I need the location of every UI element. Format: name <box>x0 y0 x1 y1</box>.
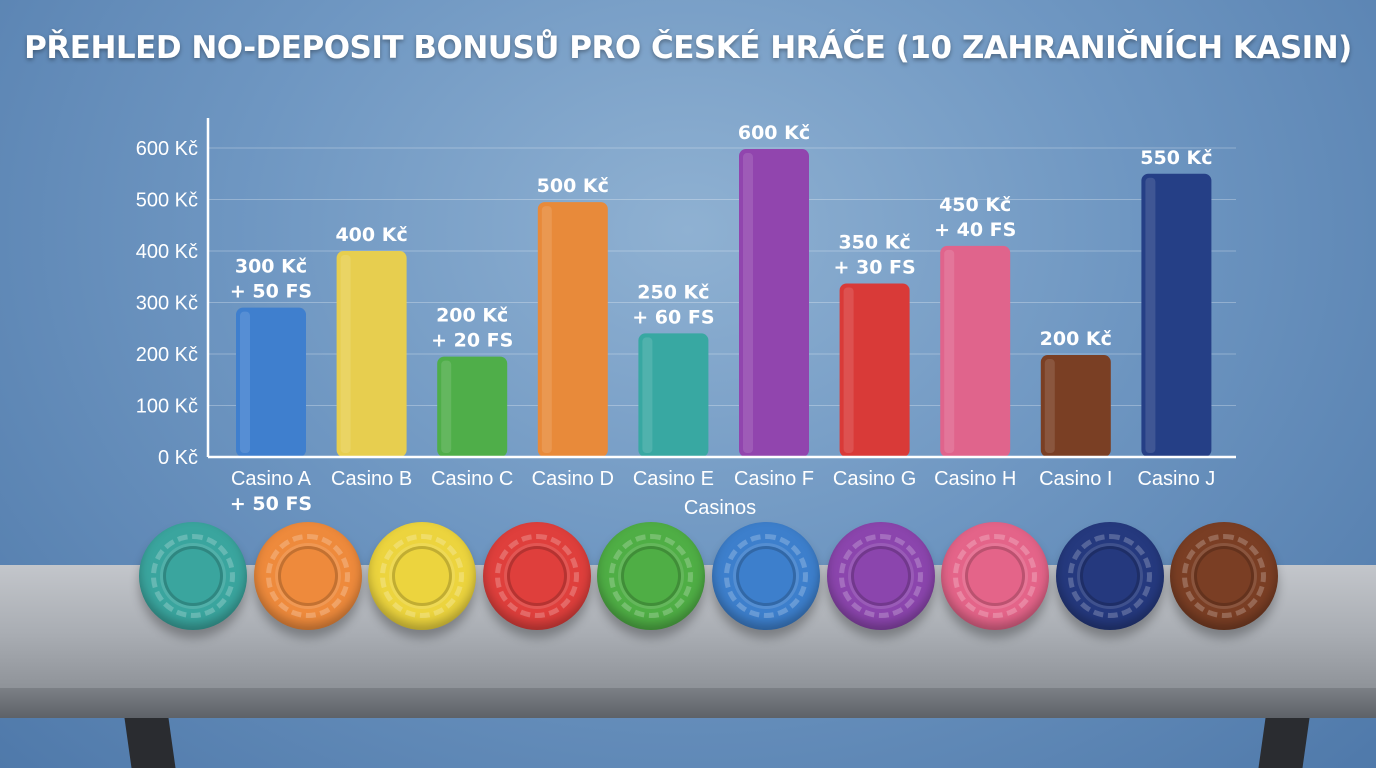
bar-highlight <box>743 153 753 453</box>
x-tick-label: Casino E <box>633 468 714 490</box>
bar <box>1040 355 1111 457</box>
x-tick-label: + 50 FS <box>230 493 312 515</box>
poker-chip <box>826 522 935 630</box>
bar <box>336 251 407 457</box>
bar-highlight <box>541 206 552 453</box>
poker-chip <box>253 522 362 630</box>
bar-value-label: 200 Kč <box>436 305 508 327</box>
poker-chip <box>712 522 820 630</box>
bar-value-label: + 40 FS <box>934 219 1016 241</box>
bar-value-label: 600 Kč <box>738 122 810 144</box>
bar-value-label: 200 Kč <box>1040 328 1112 350</box>
bar-highlight <box>642 337 653 453</box>
bar-value-label: 400 Kč <box>335 224 407 246</box>
bar-highlight <box>340 255 351 453</box>
y-tick-label: 300 Kč <box>136 293 198 315</box>
x-tick-label: Casino B <box>331 468 412 490</box>
bar-value-label: 300 Kč <box>235 256 307 278</box>
x-tick-label: Casino A <box>231 468 312 490</box>
bar-value-label: 500 Kč <box>537 175 609 197</box>
y-tick-label: 400 Kč <box>136 241 198 263</box>
table-edge <box>0 688 1376 718</box>
axes <box>206 118 1236 459</box>
x-tick-label: Casino H <box>934 468 1016 490</box>
poker-chip <box>941 522 1050 630</box>
bar-value-label: 450 Kč <box>939 194 1011 216</box>
bar-chart: 0 Kč 100 Kč 200 Kč 300 Kč 400 Kč 500 Kč 600 Kč… <box>136 118 1236 519</box>
poker-chip <box>597 522 706 630</box>
x-tick-label: Casino G <box>833 468 916 490</box>
bar <box>537 202 608 457</box>
bar <box>839 283 910 457</box>
x-tick-label: Casino J <box>1137 468 1215 490</box>
y-tick-label: 200 Kč <box>136 344 198 366</box>
bar <box>1141 173 1212 457</box>
bars <box>236 149 1212 457</box>
bar-value-label: + 60 FS <box>632 306 714 328</box>
labels: 0 Kč 100 Kč 200 Kč 300 Kč 400 Kč 500 Kč 600 Kč… <box>136 122 1216 519</box>
bar-highlight <box>843 287 854 453</box>
poker-chip <box>368 522 477 630</box>
bar-highlight <box>441 360 452 453</box>
bar <box>437 356 508 457</box>
x-tick-label: Casino I <box>1039 468 1112 490</box>
bar <box>638 333 709 457</box>
poker-chip <box>139 522 247 630</box>
bar-highlight <box>1044 359 1055 453</box>
poker-chip <box>1170 522 1279 630</box>
bar-highlight <box>240 311 250 453</box>
poker-chip <box>482 522 591 630</box>
bar-value-label: + 20 FS <box>431 330 513 352</box>
y-tick-label: 0 Kč <box>158 447 198 469</box>
bar-highlight <box>1145 177 1156 453</box>
y-tick-label: 600 Kč <box>136 138 198 160</box>
poker-chip <box>1055 522 1164 630</box>
bar-value-label: 250 Kč <box>637 281 709 303</box>
x-tick-label: Casino F <box>734 468 814 490</box>
bar-value-label: + 50 FS <box>230 281 312 303</box>
y-tick-label: 100 Kč <box>136 396 198 418</box>
bar <box>940 245 1011 457</box>
x-axis-title: Casinos <box>684 497 756 519</box>
chart-title: PŘEHLED NO-DEPOSIT BONUSŮ PRO ČESKÉ HRÁČ… <box>24 30 1352 66</box>
x-tick-label: Casino D <box>532 468 614 490</box>
bar <box>236 307 306 457</box>
bar <box>739 149 809 457</box>
bar-value-label: 550 Kč <box>1140 147 1212 169</box>
bar-value-label: 350 Kč <box>838 231 910 253</box>
x-tick-label: Casino C <box>431 468 513 490</box>
bar-value-label: + 30 FS <box>833 256 915 278</box>
bar-highlight <box>944 249 955 453</box>
y-tick-label: 500 Kč <box>136 190 198 212</box>
